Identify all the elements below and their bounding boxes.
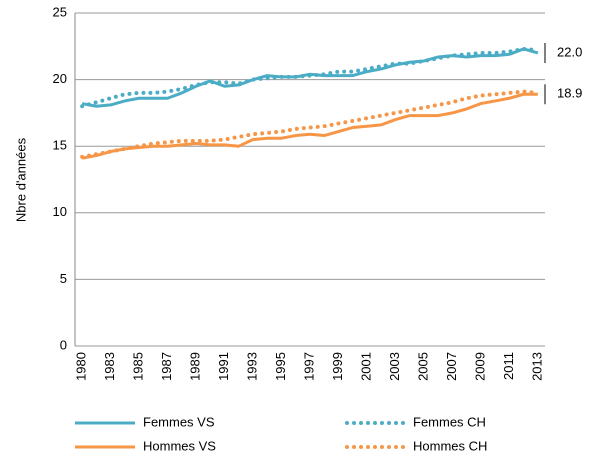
x-tick-label: 1995: [273, 352, 288, 381]
data-label: 22.0: [557, 44, 582, 59]
x-tick-label: 2001: [358, 352, 373, 381]
legend-label: Hommes CH: [413, 438, 487, 453]
y-tick-label: 15: [53, 138, 67, 153]
y-tick-label: 10: [53, 204, 67, 219]
data-label: 18.9: [557, 86, 582, 101]
y-axis-label: Nbre d'années: [13, 137, 28, 222]
y-tick-label: 0: [60, 337, 67, 352]
x-tick-label: 2011: [501, 352, 516, 380]
series-line: [81, 92, 538, 160]
x-tick-label: 2005: [415, 352, 430, 381]
x-tick-label: 1987: [159, 352, 174, 381]
series-line: [80, 46, 540, 109]
series-line: [80, 89, 540, 159]
x-tick-label: 1991: [216, 352, 231, 381]
x-tick-label: 1997: [301, 352, 316, 381]
x-tick-label: 1999: [330, 352, 345, 381]
x-tick-label: 1980: [74, 352, 89, 381]
y-tick-label: 5: [60, 271, 67, 286]
x-tick-label: 2003: [387, 352, 402, 381]
x-tick-label: 1985: [131, 352, 146, 381]
x-tick-label: 2009: [472, 352, 487, 381]
x-tick-label: 1983: [102, 352, 117, 381]
legend-label: Hommes VS: [143, 438, 216, 453]
legend-label: Femmes VS: [143, 414, 215, 429]
x-tick-label: 1989: [187, 352, 202, 381]
x-tick-label: 2007: [444, 352, 459, 381]
y-tick-label: 25: [53, 4, 67, 19]
x-tick-label: 2013: [529, 352, 544, 381]
y-tick-label: 20: [53, 71, 67, 86]
x-tick-label: 1993: [244, 352, 259, 381]
legend-label: Femmes CH: [413, 414, 486, 429]
